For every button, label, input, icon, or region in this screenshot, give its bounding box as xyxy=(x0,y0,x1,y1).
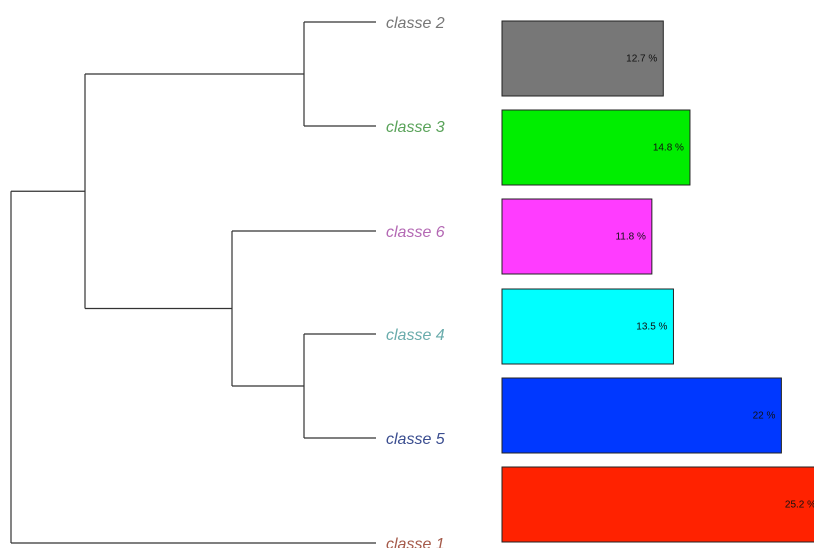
value-label-classe-3: 14.8 % xyxy=(653,143,684,154)
dendrogram xyxy=(10,21,376,544)
bar-classe-4 xyxy=(501,288,674,365)
bar-classe-5 xyxy=(501,377,782,454)
value-label-classe-5: 22 % xyxy=(753,411,776,422)
bar-classe-3 xyxy=(501,109,691,186)
class-label-classe-2: classe 2 xyxy=(386,15,445,32)
class-labels: classe 2 classe 3 classe 6 classe 4 classe 5… xyxy=(386,15,445,548)
bar-classe-6 xyxy=(501,198,653,275)
bars: 12.7 % 14.8 % 11.8 % 13.5 % 22 % 25.2 % xyxy=(501,20,814,543)
value-label-classe-2: 12.7 % xyxy=(626,54,657,65)
class-label-classe-5: classe 5 xyxy=(386,431,445,448)
value-label-classe-4: 13.5 % xyxy=(636,322,667,333)
bar-classe-1 xyxy=(501,466,814,543)
class-label-classe-1: classe 1 xyxy=(386,536,445,548)
value-label-classe-6: 11.8 % xyxy=(615,232,645,243)
bar-classe-2 xyxy=(501,20,664,97)
class-label-classe-6: classe 6 xyxy=(386,224,445,241)
class-label-classe-3: classe 3 xyxy=(386,119,445,136)
class-label-classe-4: classe 4 xyxy=(386,327,445,344)
value-label-classe-1: 25.2 % xyxy=(785,500,814,511)
